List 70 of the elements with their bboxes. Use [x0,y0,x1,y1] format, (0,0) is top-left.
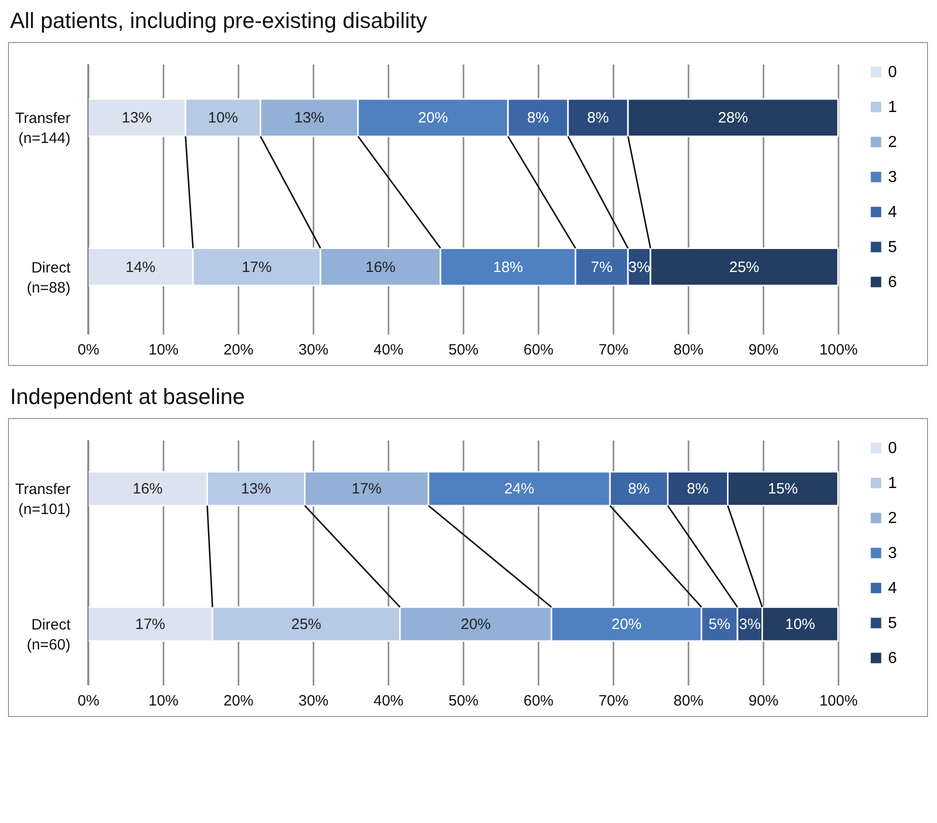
x-tick-label: 80% [673,342,704,358]
legend-label: 6 [888,274,897,291]
data-label: 18% [492,258,524,276]
data-label: 20% [460,616,491,634]
legend-label: 4 [888,204,897,221]
data-label: 10% [208,110,238,127]
x-tick-label: 40% [373,342,404,358]
legend-label: 1 [888,99,897,116]
data-label: 24% [504,480,534,498]
data-label: 13% [122,110,152,127]
x-tick-label: 70% [598,692,629,710]
legend-label: 3 [888,545,897,562]
x-tick-label: 60% [523,692,554,710]
data-label: 8% [686,480,709,498]
data-label: 13% [294,110,324,127]
x-tick-label: 90% [748,342,779,358]
legend-label: 6 [888,650,897,667]
chart-title: All patients, including pre-existing disability [10,8,428,34]
data-label: 20% [418,110,448,127]
legend-label: 2 [888,510,897,527]
data-label: 25% [729,258,760,276]
legend-label: 1 [888,475,897,492]
data-label: 5% [708,616,730,634]
x-tick-label: 10% [148,692,179,710]
data-label: 25% [291,616,322,634]
x-tick-label: 30% [298,692,329,710]
data-label: 10% [785,616,816,634]
data-label: 3% [739,616,761,634]
data-label: 7% [590,258,613,276]
x-tick-label: 30% [298,342,329,358]
x-tick-label: 90% [748,692,779,710]
data-label: 20% [611,616,642,634]
data-label: 8% [587,110,609,127]
legend-label: 3 [888,169,897,186]
data-label: 8% [527,110,549,127]
data-label: 17% [135,616,166,634]
x-tick-label: 40% [373,692,404,710]
data-label: 17% [242,258,272,276]
data-label: 8% [628,480,650,498]
x-tick-label: 80% [673,692,704,710]
x-tick-label: 70% [598,342,629,358]
x-tick-label: 20% [223,342,254,358]
data-label: 16% [132,480,163,498]
x-tick-label: 50% [448,342,479,358]
legend-label: 0 [888,440,897,457]
data-label: 17% [352,480,382,498]
chart-title: Independent at baseline [10,384,246,410]
x-tick-label: 10% [148,342,179,358]
x-tick-label: 20% [223,692,254,710]
data-label: 3% [628,258,650,276]
data-label: 16% [365,258,396,276]
y-tick-label: Direct (n=60) [26,616,72,654]
legend-label: 5 [888,615,897,632]
y-tick-label: Direct (n=88) [26,259,72,296]
legend-label: 4 [888,580,897,597]
x-tick-label: 0% [78,692,100,710]
data-label: 15% [768,480,798,498]
data-label: 13% [240,480,272,498]
legend-label: 0 [888,64,897,81]
x-tick-label: 60% [523,342,554,358]
y-tick-label: Transfer (n=144) [15,110,70,148]
x-tick-label: 100% [819,342,858,358]
x-tick-label: 50% [448,692,479,710]
data-label: 28% [718,110,748,127]
legend-label: 2 [888,134,897,151]
y-tick-label: Transfer (n=101) [15,481,70,518]
x-tick-label: 100% [819,692,858,710]
data-label: 14% [125,258,156,276]
legend-label: 5 [888,239,897,256]
x-tick-label: 0% [78,342,100,358]
